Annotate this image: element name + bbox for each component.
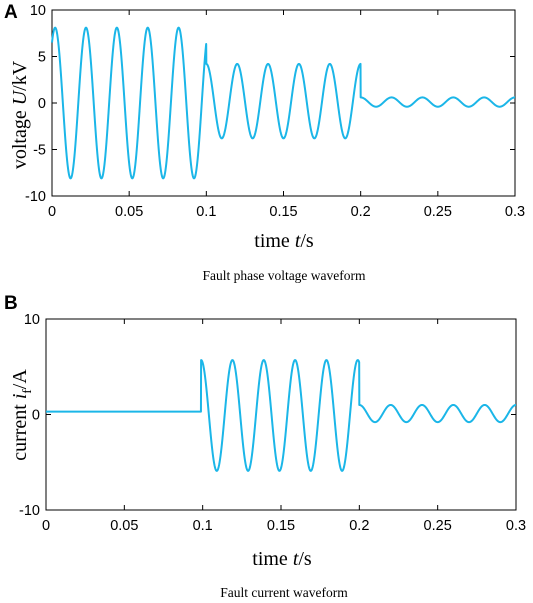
xlabel-time-b-var: t	[293, 548, 299, 570]
x-tick-label-voltage: 0.05	[115, 204, 143, 220]
x-tick-label-voltage: 0.25	[424, 204, 452, 220]
ylabel-current-subscript: f	[19, 389, 34, 394]
x-tick-label-current: 0.1	[193, 518, 213, 534]
waveform-line-current	[45, 359, 517, 472]
xlabel-time-b-prefix: time	[252, 548, 293, 570]
ylabel-current-unit: /A	[9, 369, 31, 390]
panel-label-a: A	[4, 2, 18, 23]
svg-text:voltage U/kV: voltage U/kV	[9, 60, 31, 169]
panel-current: B current if/A 0 0.05 0.1 0.15 0.2 0.25 0.3 -10…	[4, 293, 526, 600]
xlabel-time-a-var: t	[295, 230, 301, 252]
y-tick-label-current: -10	[19, 503, 40, 519]
plot-area-voltage: 0 0.05 0.1 0.15 0.2 0.25 0.3 -10 -5 0 5 10	[25, 3, 525, 220]
x-tick-label-voltage: 0.3	[505, 204, 525, 220]
panel-label-b: B	[4, 293, 18, 314]
y-tick-label-voltage: 0	[38, 96, 46, 112]
svg-text:current if/A: current if/A	[9, 369, 34, 461]
caption-current: Fault current waveform	[220, 585, 348, 600]
waveform-line-voltage	[51, 26, 516, 180]
ylabel-current-var: i	[9, 394, 31, 400]
y-tick-label-current: 0	[32, 408, 40, 424]
x-tick-label-current: 0.3	[506, 518, 526, 534]
x-tick-label-voltage: 0	[48, 204, 56, 220]
x-tick-label-current: 0.2	[349, 518, 369, 534]
ylabel-voltage-var: U	[9, 89, 31, 105]
y-tick-label-voltage: 5	[38, 50, 46, 66]
ylabel-voltage-prefix: voltage	[9, 105, 31, 169]
xlabel-time-b: time t/s	[252, 548, 312, 570]
ylabel-current-prefix: current	[9, 399, 31, 461]
y-tick-label-voltage: 10	[30, 3, 46, 19]
xlabel-time-a-prefix: time	[254, 230, 295, 252]
ylabel-voltage: voltage U/kV	[9, 60, 31, 169]
x-tick-label-current: 0.05	[110, 518, 138, 534]
x-tick-label-voltage: 0.15	[269, 204, 297, 220]
y-tick-label-voltage: -5	[33, 143, 46, 159]
y-tick-label-voltage: -10	[25, 189, 46, 205]
caption-voltage: Fault phase voltage waveform	[202, 268, 366, 283]
x-tick-label-current: 0.15	[267, 518, 295, 534]
x-tick-label-current: 0	[42, 518, 50, 534]
ylabel-voltage-unit: /kV	[9, 60, 31, 91]
xlabel-time-a-unit: /s	[300, 230, 314, 252]
x-tick-label-voltage: 0.2	[351, 204, 371, 220]
xlabel-time-b-unit: /s	[298, 548, 312, 570]
y-tick-label-current: 10	[24, 312, 40, 328]
xlabel-time-a: time t/s	[254, 230, 314, 252]
x-tick-label-current: 0.25	[424, 518, 452, 534]
panel-voltage: A voltage U/kV 0 0.05 0.1 0.15 0.2 0.25 0.3 -10…	[4, 2, 525, 283]
ylabel-current: current if/A	[9, 369, 34, 461]
x-tick-label-voltage: 0.1	[196, 204, 216, 220]
